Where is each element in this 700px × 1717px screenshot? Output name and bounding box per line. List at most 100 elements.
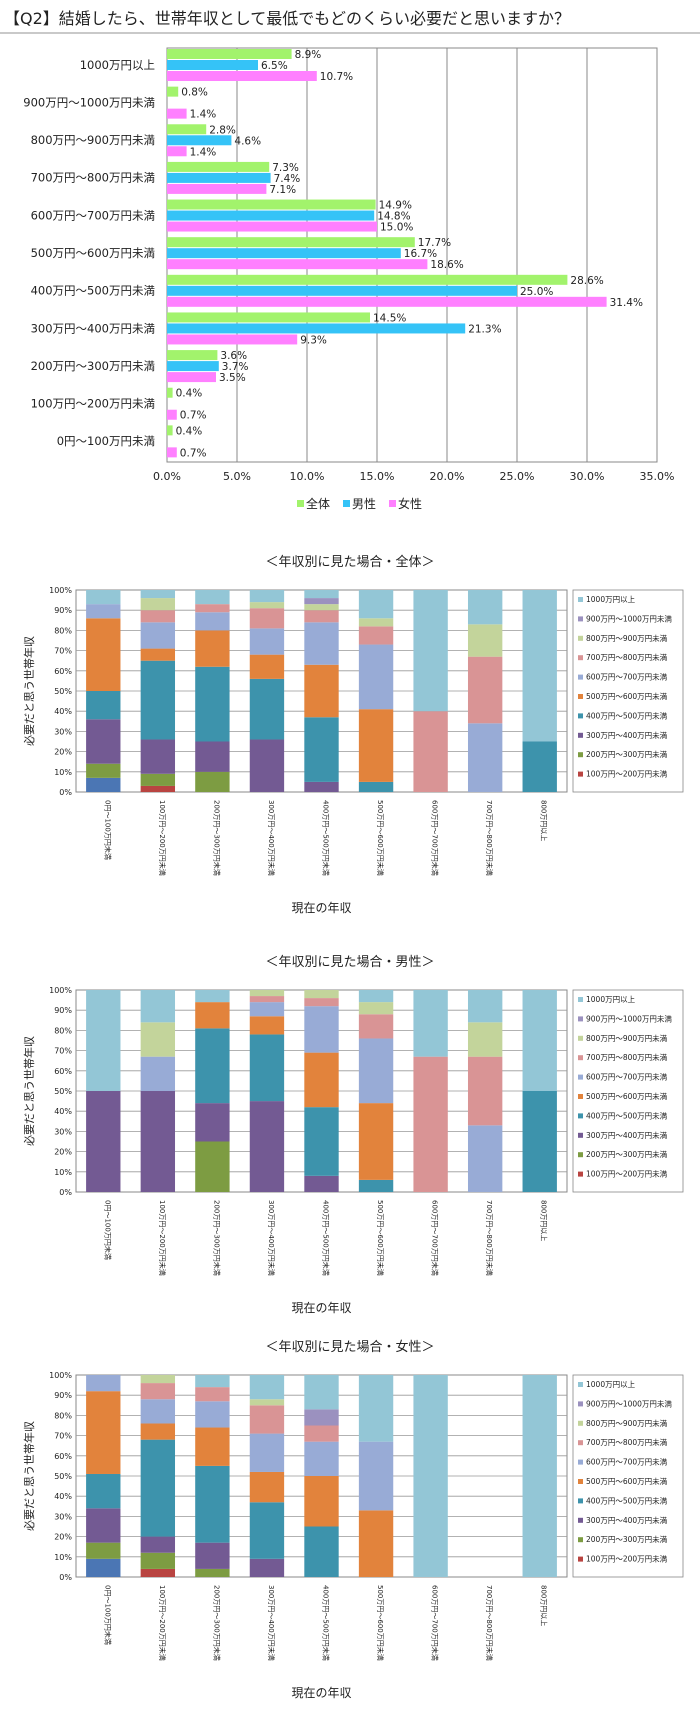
stack-segment <box>304 622 339 665</box>
stack-segment <box>304 664 339 718</box>
y-tick-label: 50% <box>54 687 72 696</box>
x-axis-label: 現在の年収 <box>291 1301 351 1315</box>
stack-segment <box>304 1441 339 1476</box>
stack-segment <box>304 598 339 605</box>
y-tick-label: 100% <box>49 1371 72 1380</box>
legend: 1000万円以上 900万円～1000万円未満 800万円～900万円未満 700万円… <box>578 995 672 1179</box>
legend-label: 800万円～900万円未満 <box>586 1418 668 1428</box>
legend-label: 600万円～700万円未満 <box>586 672 668 682</box>
x-tick-label: 10.0% <box>290 470 325 483</box>
legend: 1000万円以上 900万円～1000万円未満 800万円～900万円未満 700万円… <box>578 595 672 779</box>
legend-swatch <box>578 616 583 622</box>
stack-segment <box>249 1558 285 1577</box>
stack-segment <box>358 990 394 1003</box>
data-label: 14.9% <box>379 200 412 212</box>
legend-swatch <box>578 1420 583 1426</box>
stack-segment <box>249 1433 285 1472</box>
legend-swatch <box>578 1382 583 1387</box>
legend-label: 700万円～800万円未満 <box>586 652 668 662</box>
stack-segment <box>140 598 176 611</box>
stack-segment <box>467 723 503 792</box>
bar-全体 <box>167 124 207 135</box>
stack-segment <box>467 590 503 625</box>
stack-segment <box>358 1375 394 1442</box>
x-category-label: 600万円～700万円未満 <box>431 1585 440 1661</box>
stack-segment <box>195 604 230 613</box>
stack-segment <box>195 741 230 772</box>
x-category-label: 0円～100万円未満 <box>103 1585 112 1645</box>
x-category-label: 300万円～400万円未満 <box>267 1200 276 1276</box>
x-tick-label: 30.0% <box>570 470 605 483</box>
stack-segment <box>304 590 339 599</box>
data-label: 15.0% <box>380 222 413 234</box>
legend-label: 300万円～400万円未満 <box>586 1130 668 1140</box>
stack-segment <box>140 785 176 792</box>
bar-男性 <box>167 210 375 221</box>
x-tick-label: 20.0% <box>430 470 465 483</box>
stack-segment <box>522 741 557 792</box>
category-label: 600万円～700万円未満 <box>31 208 155 222</box>
stack-segment <box>249 1471 285 1503</box>
legend-swatch <box>578 1171 583 1177</box>
stack-segment <box>467 990 503 1023</box>
data-label: 3.7% <box>222 361 249 373</box>
stack-segment <box>249 1405 285 1434</box>
stack-segment <box>195 990 230 1003</box>
stack-segment <box>304 998 339 1007</box>
bar-全体 <box>167 86 179 97</box>
category-label: 800万円～900万円未満 <box>31 133 155 147</box>
stack-segment <box>304 1107 339 1176</box>
bar-男性 <box>167 323 466 334</box>
bar-男性 <box>167 172 271 183</box>
data-label: 0.7% <box>180 410 207 422</box>
x-category-label: 300万円～400万円未満 <box>267 800 276 876</box>
legend-box <box>572 1374 684 1578</box>
legend-label: 200万円～300万円未満 <box>586 1149 668 1159</box>
stack-segment <box>249 654 285 679</box>
legend-swatch <box>578 1517 583 1523</box>
legend-swatch <box>578 732 583 738</box>
data-label: 3.6% <box>220 350 247 362</box>
bar-女性 <box>167 108 187 119</box>
stack-segment <box>304 610 339 623</box>
stack-segment <box>467 624 503 657</box>
stack-segment <box>86 1508 121 1543</box>
stack-segment <box>140 1022 176 1057</box>
stack-segment <box>86 990 121 1091</box>
x-category-label: 700万円～800万円未満 <box>485 1200 494 1276</box>
y-tick-label: 0% <box>59 1573 72 1582</box>
category-label: 200万円～300万円未満 <box>31 359 155 373</box>
x-category-label: 400万円～500万円未満 <box>322 1200 331 1276</box>
x-category-label: 600万円～700万円未満 <box>431 800 440 876</box>
bar-全体 <box>167 425 173 436</box>
legend-label: 800万円～900万円未満 <box>586 1033 668 1043</box>
stack-segment <box>249 739 285 792</box>
x-category-label: 400万円～500万円未満 <box>322 800 331 876</box>
stack-segment <box>304 781 339 792</box>
stack-segment <box>140 590 176 599</box>
stack-segment <box>358 1179 394 1192</box>
legend-swatch <box>389 500 396 507</box>
legend-label: 200万円～300万円未満 <box>586 1534 668 1544</box>
bar-女性 <box>167 296 607 307</box>
legend-label: 100万円～200万円未満 <box>586 1169 668 1179</box>
data-label: 14.8% <box>377 211 410 223</box>
bar-全体 <box>167 161 270 172</box>
stack-segment <box>195 1103 230 1142</box>
stack-segment <box>304 1175 339 1192</box>
legend-label: 400万円～500万円未満 <box>586 1495 668 1505</box>
chart-title: ＜年収別に見た場合・男性＞ <box>265 955 434 970</box>
stack-segment <box>195 1375 230 1388</box>
x-category-label: 400万円～500万円未満 <box>322 1585 331 1661</box>
y-tick-label: 60% <box>54 1452 72 1461</box>
legend-swatch <box>578 771 583 777</box>
stack-segment <box>195 1401 230 1428</box>
legend: 1000万円以上 900万円～1000万円未満 800万円～900万円未満 700万円… <box>578 1380 672 1564</box>
stack-segment <box>140 1091 176 1192</box>
x-category-label: 500万円～600万円未満 <box>376 800 385 876</box>
legend-label: 900万円～1000万円未満 <box>586 1013 672 1023</box>
stacked-chart-all: ＜年収別に見た場合・全体＞ 0% 10% 20% 30% 40% 50% 60% 70% 80% 9… <box>22 554 684 915</box>
legend-swatch <box>578 635 583 641</box>
bar-女性 <box>167 259 428 270</box>
bar-全体 <box>167 274 568 285</box>
